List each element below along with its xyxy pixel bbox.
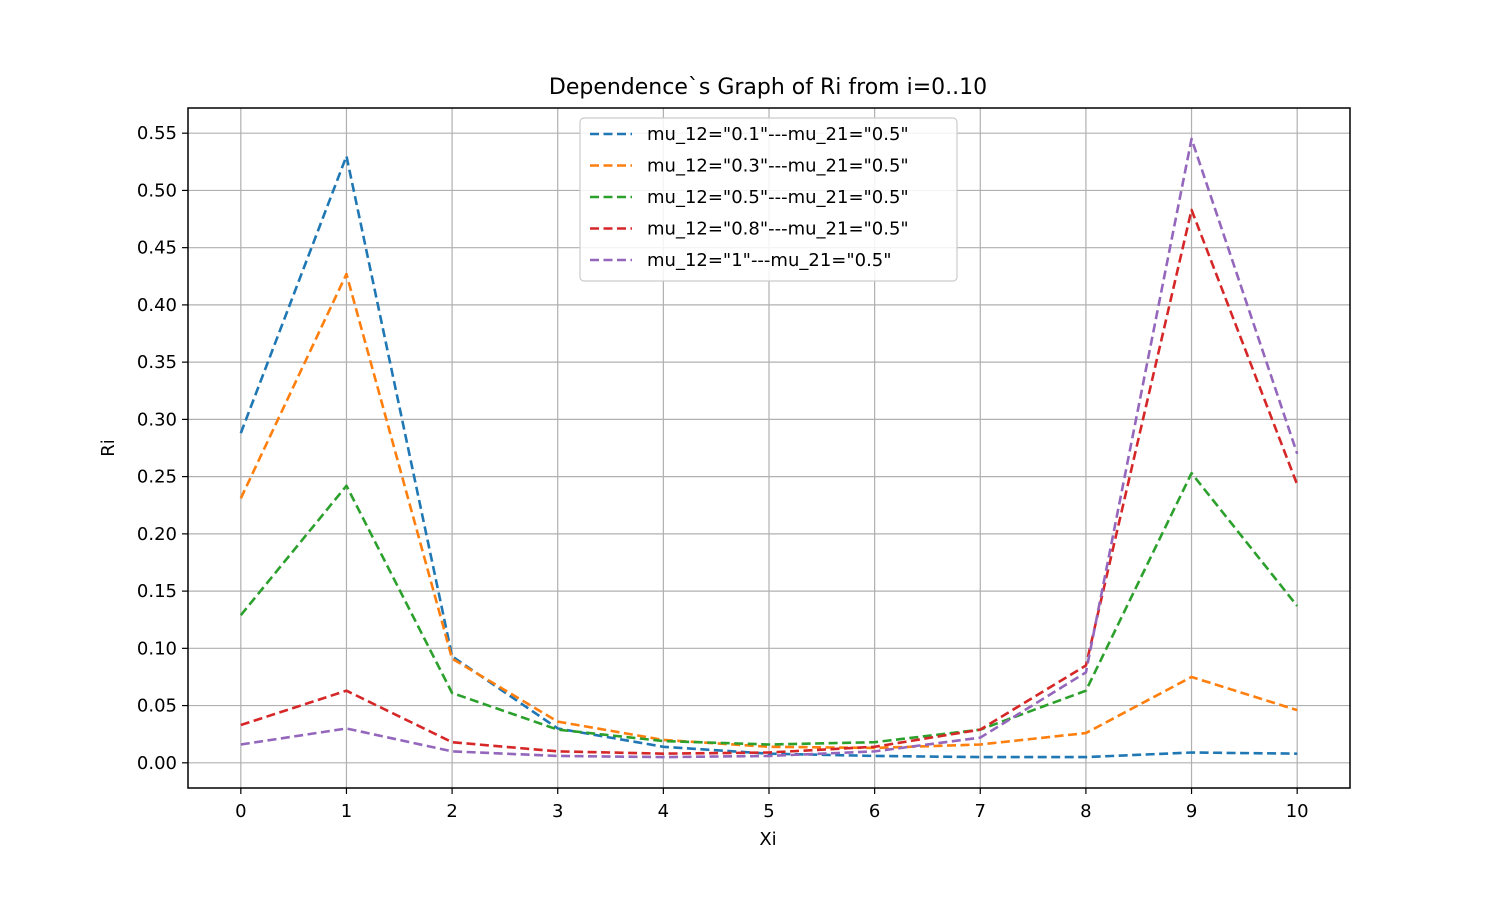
x-tick-label: 1	[341, 801, 352, 822]
legend-label-1: mu_12="0.1"---mu_21="0.5"	[647, 124, 909, 145]
x-tick-label: 4	[658, 801, 669, 822]
y-tick-label: 0.20	[137, 524, 177, 545]
series-line-4	[240, 208, 1299, 755]
legend-label-3: mu_12="0.5"---mu_21="0.5"	[647, 187, 909, 208]
x-tick-label: 5	[763, 801, 774, 822]
x-tick-label: 0	[235, 801, 246, 822]
legend-box	[579, 117, 958, 282]
legend: mu_12="0.1"---mu_21="0.5" mu_12="0.3"---m…	[579, 117, 958, 282]
series-layer	[239, 137, 1299, 759]
y-axis-title: Ri	[98, 439, 119, 457]
y-tick-label: 0.40	[137, 295, 177, 316]
x-tick-label: 9	[1186, 801, 1197, 822]
y-tick-label: 0.35	[137, 352, 177, 373]
legend-label-5: mu_12="1"---mu_21="0.5"	[647, 250, 892, 271]
x-axis: 0 1 2 3 4 5 6 7 8 9 10	[235, 788, 1309, 822]
series-line-5	[240, 137, 1299, 759]
x-tick-label: 3	[552, 801, 563, 822]
x-axis-title: Xi	[759, 829, 776, 850]
chart-title: Dependence`s Graph of Ri from i=0..10	[549, 75, 987, 100]
series-line-3	[239, 471, 1299, 746]
y-axis: 0.00 0.05 0.10 0.15 0.20 0.25 0.30 0.35 0.40 0.45…	[137, 123, 188, 774]
y-tick-label: 0.25	[137, 467, 177, 488]
x-tick-label: 7	[975, 801, 986, 822]
x-tick-label: 6	[869, 801, 880, 822]
series-line-2	[239, 272, 1298, 750]
legend-label-2: mu_12="0.3"---mu_21="0.5"	[647, 156, 909, 177]
y-tick-label: 0.50	[137, 180, 177, 201]
x-tick-label: 8	[1080, 801, 1091, 822]
y-tick-label: 0.00	[137, 753, 177, 774]
y-tick-label: 0.05	[137, 696, 177, 717]
y-tick-label: 0.15	[137, 581, 177, 602]
y-tick-label: 0.45	[137, 238, 177, 259]
x-tick-label: 2	[446, 801, 457, 822]
y-tick-label: 0.30	[137, 409, 177, 430]
legend-label-4: mu_12="0.8"---mu_21="0.5"	[647, 219, 909, 240]
y-tick-label: 0.10	[137, 638, 177, 659]
x-tick-label: 10	[1286, 801, 1309, 822]
y-tick-label: 0.55	[137, 123, 177, 144]
